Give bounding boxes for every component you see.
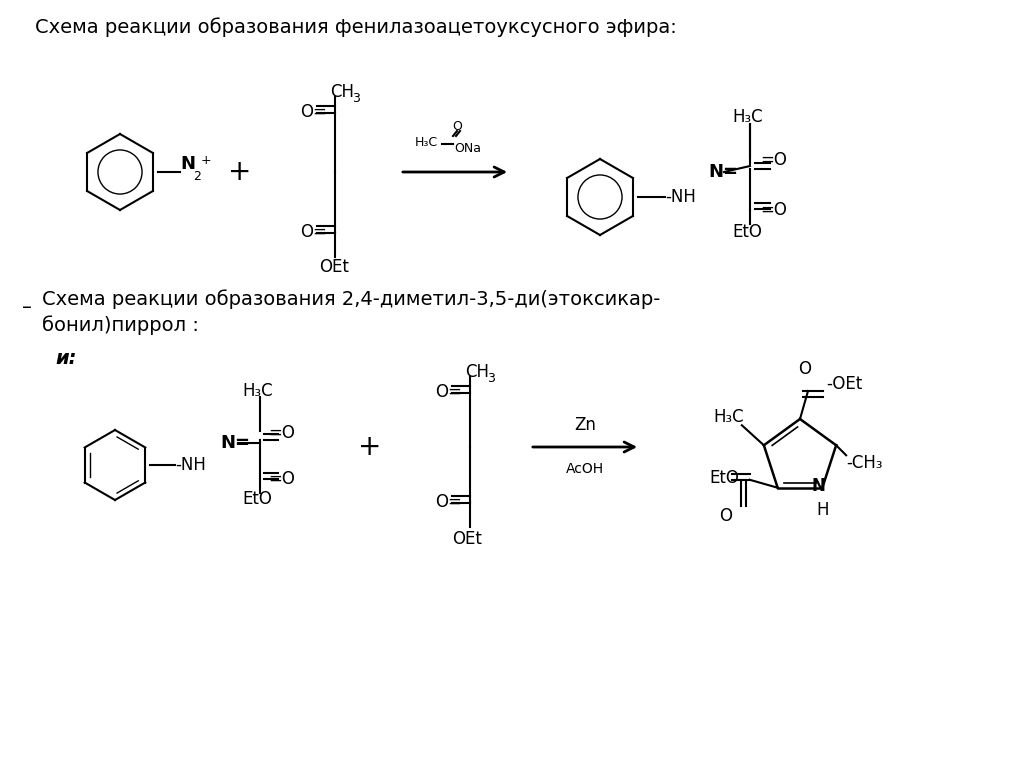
Text: =O: =O	[268, 424, 295, 442]
Text: H₃C: H₃C	[714, 408, 744, 426]
Text: -CH₃: -CH₃	[846, 454, 883, 472]
Text: =O: =O	[268, 470, 295, 488]
Text: -OEt: -OEt	[826, 375, 862, 393]
Text: Схема реакции образования 2,4-диметил-3,5-ди(этоксикар-: Схема реакции образования 2,4-диметил-3,…	[42, 289, 660, 309]
Text: N: N	[180, 155, 195, 173]
Text: H₃C: H₃C	[242, 382, 272, 400]
Text: и:: и:	[55, 350, 77, 368]
Text: =O: =O	[760, 201, 786, 219]
Text: N=: N=	[708, 163, 738, 181]
Text: Zn: Zn	[574, 416, 596, 434]
Text: OEt: OEt	[319, 258, 349, 276]
Text: O=: O=	[435, 383, 462, 401]
Text: O=: O=	[300, 223, 327, 241]
Text: H₃C: H₃C	[732, 108, 763, 126]
Text: EtO: EtO	[242, 490, 272, 508]
Text: 2: 2	[193, 170, 201, 183]
Text: AcOH: AcOH	[566, 462, 604, 476]
Text: бонил)пиррол :: бонил)пиррол :	[42, 315, 199, 335]
Text: H: H	[816, 501, 828, 518]
Text: O=: O=	[435, 493, 462, 511]
Text: +: +	[228, 158, 252, 186]
Text: –: –	[22, 298, 32, 317]
Text: N: N	[811, 477, 825, 495]
Text: N=: N=	[220, 434, 250, 452]
Text: -NH: -NH	[665, 188, 696, 206]
Text: 3: 3	[352, 91, 359, 104]
Text: H₃C: H₃C	[415, 136, 438, 149]
Text: O: O	[719, 507, 732, 525]
Text: O: O	[799, 360, 811, 378]
Text: EtO: EtO	[732, 223, 762, 241]
Text: -NH: -NH	[175, 456, 206, 474]
Text: CH: CH	[465, 363, 489, 381]
Text: O: O	[452, 120, 462, 133]
Text: O=: O=	[300, 103, 327, 121]
Text: CH: CH	[330, 83, 354, 101]
Text: ONa: ONa	[454, 141, 481, 154]
Text: Схема реакции образования фенилазоацетоуксусного эфира:: Схема реакции образования фенилазоацетоу…	[35, 17, 677, 37]
Text: 3: 3	[487, 371, 495, 384]
Text: OEt: OEt	[452, 530, 482, 548]
Text: =O: =O	[760, 151, 786, 169]
Text: EtO: EtO	[710, 469, 739, 487]
Text: +: +	[201, 153, 212, 166]
Text: +: +	[358, 433, 382, 461]
